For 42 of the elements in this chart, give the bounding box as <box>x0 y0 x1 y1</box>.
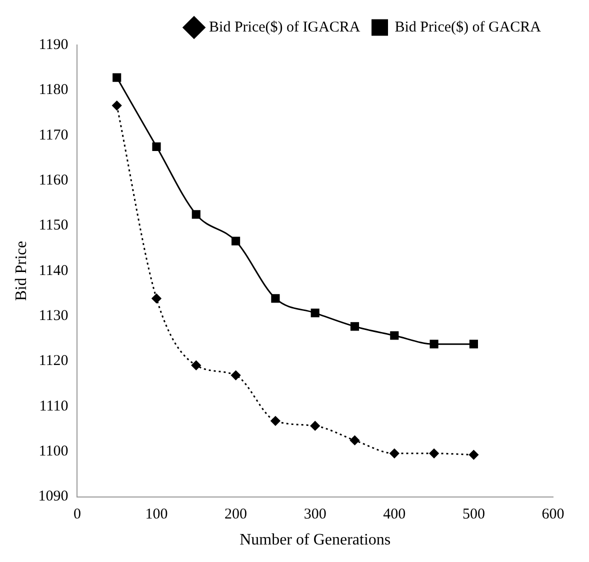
point <box>152 294 162 304</box>
x-tick-label: 200 <box>224 506 248 523</box>
point <box>232 236 240 246</box>
y-tick-label: 1110 <box>39 398 68 414</box>
x-tick-label: 500 <box>462 506 485 523</box>
point <box>231 370 241 380</box>
y-tick-label: 1120 <box>38 353 68 370</box>
x-tick-label: 0 <box>73 506 81 523</box>
y-tick-label: 1130 <box>38 308 68 324</box>
y-tick-label: 1190 <box>38 36 68 53</box>
point <box>112 100 122 110</box>
y-tick-label: 1090 <box>38 488 68 505</box>
x-tick-label: 400 <box>383 506 406 523</box>
legend-label: Bid Price($) of GACRA <box>394 19 542 36</box>
y-tick-label: 1150 <box>38 218 68 234</box>
point <box>192 210 200 219</box>
point <box>271 294 280 303</box>
y-tick-label: 1180 <box>38 82 68 98</box>
point <box>469 340 478 348</box>
x-axis-title: Number of Generations <box>240 532 391 549</box>
point <box>390 331 399 340</box>
legend-label: Bid Price($) of IGACRA <box>209 19 360 36</box>
y-tick-label: 1170 <box>38 127 68 144</box>
point <box>270 416 280 426</box>
y-tick-label: 1160 <box>38 172 68 188</box>
point <box>390 448 400 458</box>
x-tick-label: 100 <box>145 506 168 523</box>
point <box>350 436 360 446</box>
x-tick-label: 600 <box>542 506 564 523</box>
point <box>429 448 439 458</box>
y-tick-label: 1140 <box>38 262 68 279</box>
x-tick-label: 300 <box>304 506 326 523</box>
point <box>468 450 478 460</box>
point <box>350 322 360 331</box>
y-axis-title: Bid Price <box>12 240 30 301</box>
point <box>310 308 320 318</box>
point <box>152 142 161 151</box>
point <box>191 360 201 370</box>
y-tick-label: 1100 <box>38 444 68 460</box>
point <box>112 73 122 82</box>
point <box>430 340 438 348</box>
point <box>310 421 320 431</box>
